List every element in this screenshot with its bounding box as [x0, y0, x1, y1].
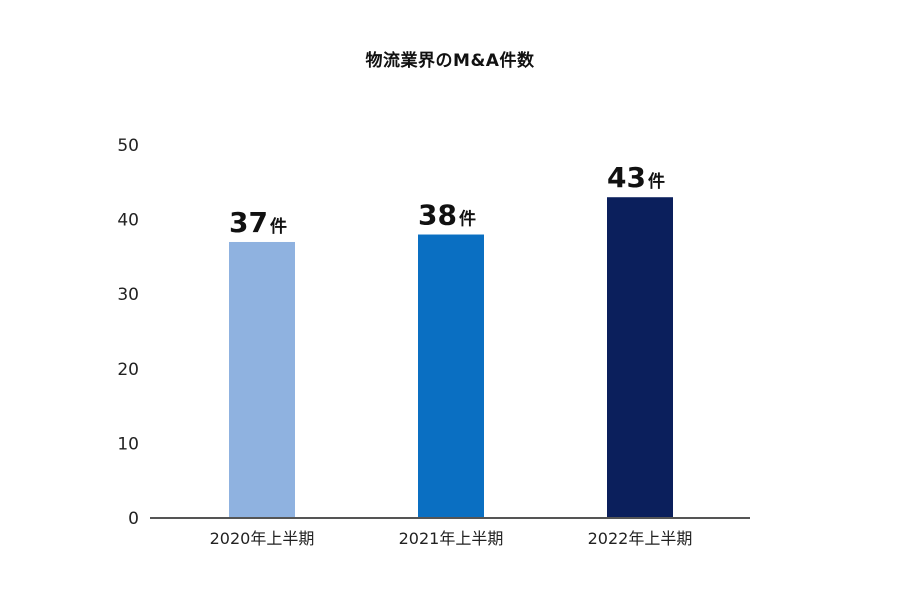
- y-tick-label: 40: [117, 211, 139, 231]
- data-labels: 37 件 38 件43 件: [229, 161, 665, 239]
- x-tick-label: 2020年上半期: [210, 529, 315, 548]
- data-label-value: 38: [418, 199, 457, 232]
- bar: [418, 234, 484, 518]
- x-tick-label: 2021年上半期: [399, 529, 504, 548]
- chart-title: 物流業界のM&A件数: [365, 51, 535, 71]
- data-label: 43 件: [607, 161, 665, 194]
- data-label-value: 37: [229, 206, 268, 239]
- y-tick-label: 30: [117, 285, 139, 305]
- bar: [229, 241, 295, 519]
- data-label: 38 件: [418, 199, 476, 232]
- bar: [607, 197, 673, 518]
- y-axis-ticks: 0 10 20 30 40 50: [117, 136, 139, 529]
- data-label-value: 43: [607, 161, 646, 194]
- data-label-unit: 件: [270, 216, 287, 237]
- data-label-unit: 件: [648, 171, 665, 192]
- data-label-unit: 件: [459, 209, 476, 230]
- y-tick-label: 0: [128, 509, 139, 529]
- bars: [229, 197, 673, 519]
- x-tick-label: 2022年上半期: [588, 529, 693, 548]
- y-tick-label: 50: [117, 136, 139, 156]
- data-label: 37 件: [229, 206, 287, 239]
- x-axis-labels: 2020年上半期 2021年上半期 2022年上半期: [210, 529, 693, 548]
- y-tick-label: 20: [117, 360, 139, 380]
- y-tick-label: 10: [117, 434, 139, 454]
